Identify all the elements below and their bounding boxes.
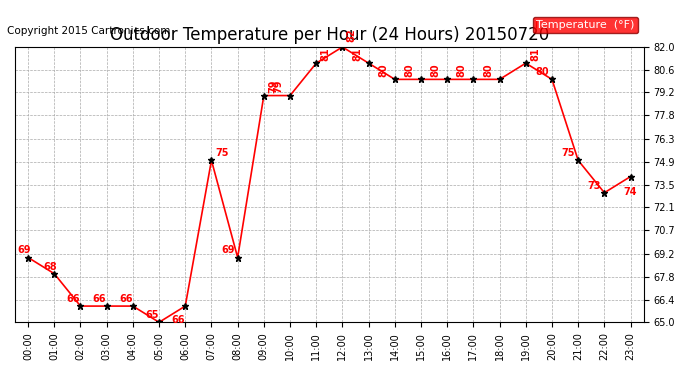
Text: 66: 66	[171, 315, 185, 325]
Text: 68: 68	[43, 261, 57, 272]
Title: Outdoor Temperature per Hour (24 Hours) 20150720: Outdoor Temperature per Hour (24 Hours) …	[110, 26, 549, 44]
Text: 66: 66	[67, 294, 80, 304]
Text: 69: 69	[221, 245, 235, 255]
Text: 80: 80	[431, 64, 440, 77]
Text: 79: 79	[273, 80, 284, 93]
Text: 73: 73	[588, 180, 601, 190]
Text: 66: 66	[119, 294, 132, 304]
Text: 66: 66	[92, 294, 106, 304]
Text: 75: 75	[562, 148, 575, 158]
Text: 80: 80	[457, 64, 466, 77]
Text: 69: 69	[17, 245, 30, 255]
Text: 82: 82	[346, 28, 357, 42]
Text: 80: 80	[483, 64, 493, 77]
Text: 80: 80	[535, 67, 549, 77]
Text: 79: 79	[268, 80, 278, 93]
Text: Copyright 2015 Cartronics.com: Copyright 2015 Cartronics.com	[7, 26, 170, 36]
Text: 80: 80	[378, 64, 388, 77]
Text: 75: 75	[215, 148, 229, 158]
Legend: Temperature  (°F): Temperature (°F)	[533, 17, 638, 33]
Text: 81: 81	[352, 47, 362, 61]
Text: 74: 74	[624, 187, 637, 196]
Text: 81: 81	[320, 47, 331, 61]
Text: 81: 81	[530, 47, 540, 61]
Text: 65: 65	[145, 310, 159, 320]
Text: 80: 80	[404, 64, 414, 77]
